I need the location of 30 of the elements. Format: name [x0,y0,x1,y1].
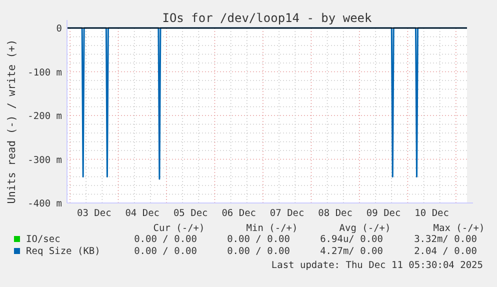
x-tick-label: 06 Dec [222,208,256,219]
text: Max (-/+) [433,223,485,234]
x-tick-label: 04 Dec [125,208,160,219]
text: Min (-/+) [246,223,298,234]
x-tick-label: 10 Dec [414,208,449,219]
text: 6.94u/ 0.00 [320,234,384,245]
x-tick-label: 05 Dec [173,208,208,219]
y-tick-label: -200 m [28,111,62,122]
text: 2.04 / 0.00 [414,246,478,257]
text: Cur (-/+) [153,223,205,234]
text: 0.00 / 0.00 [134,234,198,245]
text: 3.32m/ 0.00 [414,234,478,245]
x-tick-label: 03 Dec [76,208,112,219]
text: 0.00 / 0.00 [227,234,290,245]
y-tick-label: -300 m [28,154,62,166]
x-tick-label: 08 Dec [318,208,353,219]
text: 4.27m/ 0.00 [320,246,384,257]
x-tick-label: 09 Dec [366,208,401,219]
y-tick-label: -100 m [28,67,62,78]
y-axis-title: Units read (-) / write (+) [6,39,18,204]
text: Last update: Thu Dec 11 05:30:04 2025 [271,260,483,271]
legend-label: IO/sec [26,234,60,245]
text: Avg (-/+) [339,223,391,234]
x-tick-label: 07 Dec [270,208,304,219]
text: 0.00 / 0.00 [134,246,198,257]
legend-label: Req Size (KB) [26,246,100,257]
text: 0.00 / 0.00 [227,246,290,257]
y-tick-label: 0 [56,24,62,34]
chart-title: IOs for /dev/loop14 - by week [162,11,373,25]
y-tick-label: -400 m [28,198,62,210]
